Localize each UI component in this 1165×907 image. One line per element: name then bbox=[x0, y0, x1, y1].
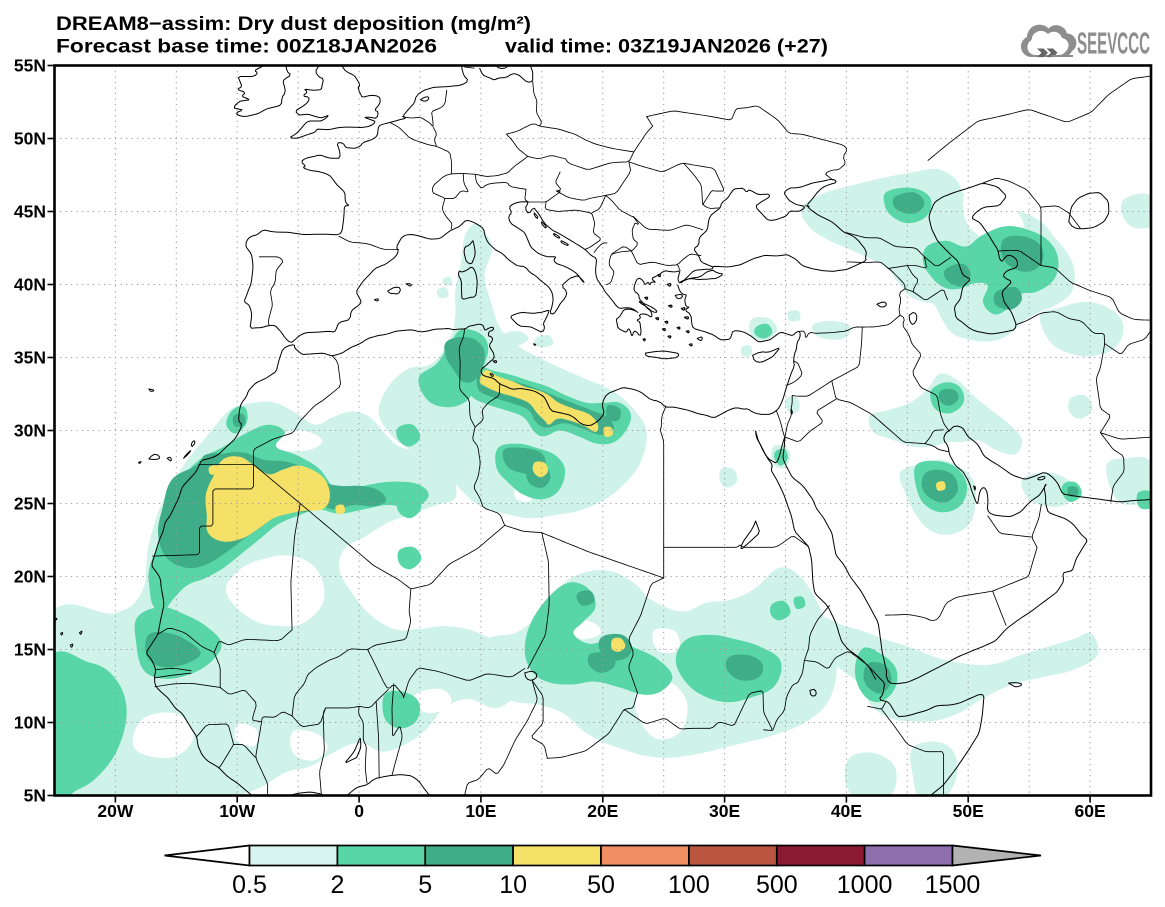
svg-text:20W: 20W bbox=[97, 801, 133, 821]
svg-text:20E: 20E bbox=[587, 801, 618, 821]
svg-text:25N: 25N bbox=[14, 494, 46, 514]
svg-text:10: 10 bbox=[499, 871, 527, 899]
svg-text:SEEVCCC: SEEVCCC bbox=[1077, 27, 1150, 61]
svg-text:30N: 30N bbox=[14, 421, 46, 441]
svg-text:500: 500 bbox=[756, 871, 798, 899]
svg-text:2: 2 bbox=[330, 871, 344, 899]
svg-text:55N: 55N bbox=[14, 56, 46, 76]
svg-text:45N: 45N bbox=[14, 202, 46, 222]
svg-text:0.5: 0.5 bbox=[232, 871, 267, 899]
svg-text:10W: 10W bbox=[219, 801, 255, 821]
svg-text:50N: 50N bbox=[14, 129, 46, 149]
svg-text:5N: 5N bbox=[24, 786, 46, 806]
svg-text:10E: 10E bbox=[465, 801, 496, 821]
svg-text:10N: 10N bbox=[14, 713, 46, 733]
svg-text:60E: 60E bbox=[1075, 801, 1106, 821]
svg-text:0: 0 bbox=[354, 801, 364, 821]
svg-text:30E: 30E bbox=[709, 801, 740, 821]
svg-text:50: 50 bbox=[587, 871, 615, 899]
svg-text:40N: 40N bbox=[14, 275, 46, 295]
svg-text:DREAM8−assim: Dry dust deposit: DREAM8−assim: Dry dust deposition (mg/m²… bbox=[56, 13, 531, 35]
svg-text:100: 100 bbox=[668, 871, 710, 899]
svg-text:1000: 1000 bbox=[837, 871, 893, 899]
svg-text:15N: 15N bbox=[14, 640, 46, 660]
svg-text:20N: 20N bbox=[14, 567, 46, 587]
svg-text:valid time: 03Z19JAN2026 (+27): valid time: 03Z19JAN2026 (+27) bbox=[505, 36, 828, 58]
svg-text:Forecast base time: 00Z18JAN20: Forecast base time: 00Z18JAN2026 bbox=[56, 36, 437, 58]
svg-text:1500: 1500 bbox=[925, 871, 981, 899]
svg-text:5: 5 bbox=[418, 871, 432, 899]
svg-text:35N: 35N bbox=[14, 348, 46, 368]
svg-text:40E: 40E bbox=[831, 801, 862, 821]
svg-text:50E: 50E bbox=[953, 801, 984, 821]
